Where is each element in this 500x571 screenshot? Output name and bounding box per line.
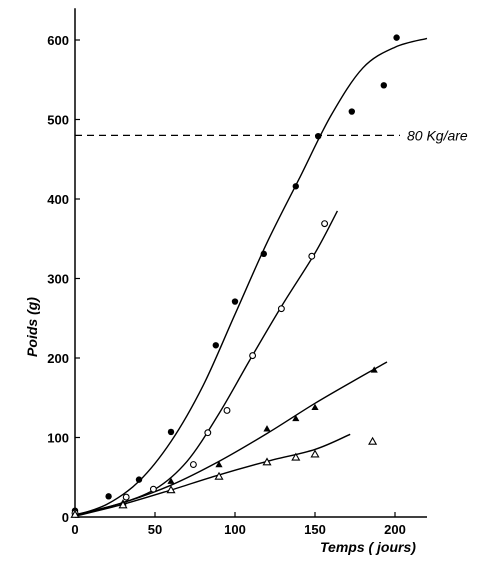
x-tick-label: 100 bbox=[224, 522, 246, 537]
y-axis-title: Poids (g) bbox=[24, 297, 40, 357]
data-point bbox=[308, 252, 316, 260]
data-point bbox=[393, 34, 400, 41]
data-point bbox=[167, 477, 175, 484]
fit-curve bbox=[74, 433, 351, 517]
data-point bbox=[215, 460, 223, 468]
data-point bbox=[223, 407, 231, 414]
data-point bbox=[149, 485, 157, 493]
data-point bbox=[204, 429, 212, 437]
data-point bbox=[214, 471, 224, 480]
data-point bbox=[263, 425, 271, 432]
data-point bbox=[315, 132, 322, 140]
data-point bbox=[292, 414, 300, 422]
threshold-label: 80 Kg/are bbox=[407, 127, 468, 143]
markers bbox=[70, 34, 400, 518]
y-tick-label: 600 bbox=[47, 33, 69, 48]
y-tick-label: 300 bbox=[47, 272, 69, 287]
data-point bbox=[262, 457, 272, 466]
data-point bbox=[292, 183, 299, 190]
data-point bbox=[321, 220, 329, 228]
fit-curve bbox=[74, 361, 388, 517]
data-point bbox=[291, 452, 301, 461]
x-tick-label: 0 bbox=[71, 522, 78, 537]
data-point bbox=[380, 82, 387, 89]
y-tick-label: 0 bbox=[62, 510, 69, 525]
x-tick-label: 200 bbox=[384, 522, 406, 537]
y-tick-label: 500 bbox=[47, 113, 69, 128]
data-point bbox=[368, 436, 378, 445]
data-point bbox=[348, 108, 355, 115]
data-point bbox=[105, 493, 112, 500]
data-point bbox=[118, 500, 128, 509]
y-tick-label: 200 bbox=[47, 351, 69, 366]
y-tick-label: 100 bbox=[47, 431, 69, 446]
data-point bbox=[310, 449, 320, 458]
data-point bbox=[212, 342, 219, 349]
data-point bbox=[70, 509, 80, 518]
ticks: 0 50 100 150 200 0 100 200 300 400 500 600 bbox=[47, 33, 406, 537]
data-point bbox=[166, 485, 176, 494]
data-point bbox=[370, 366, 378, 373]
y-tick-label: 400 bbox=[47, 192, 69, 207]
x-axis-title: Temps ( jours) bbox=[320, 539, 416, 555]
data-point bbox=[311, 403, 319, 410]
x-tick-label: 150 bbox=[304, 522, 326, 537]
axes bbox=[74, 8, 427, 518]
data-point bbox=[167, 428, 175, 436]
data-point bbox=[135, 476, 143, 483]
data-point bbox=[189, 461, 197, 468]
data-point bbox=[249, 352, 257, 360]
data-point bbox=[122, 493, 130, 501]
data-point bbox=[277, 305, 285, 313]
x-tick-label: 50 bbox=[148, 522, 162, 537]
data-point bbox=[260, 250, 267, 258]
data-point bbox=[231, 298, 239, 305]
fit-curve bbox=[74, 210, 339, 516]
annotations: 80 Kg/are bbox=[75, 127, 468, 143]
